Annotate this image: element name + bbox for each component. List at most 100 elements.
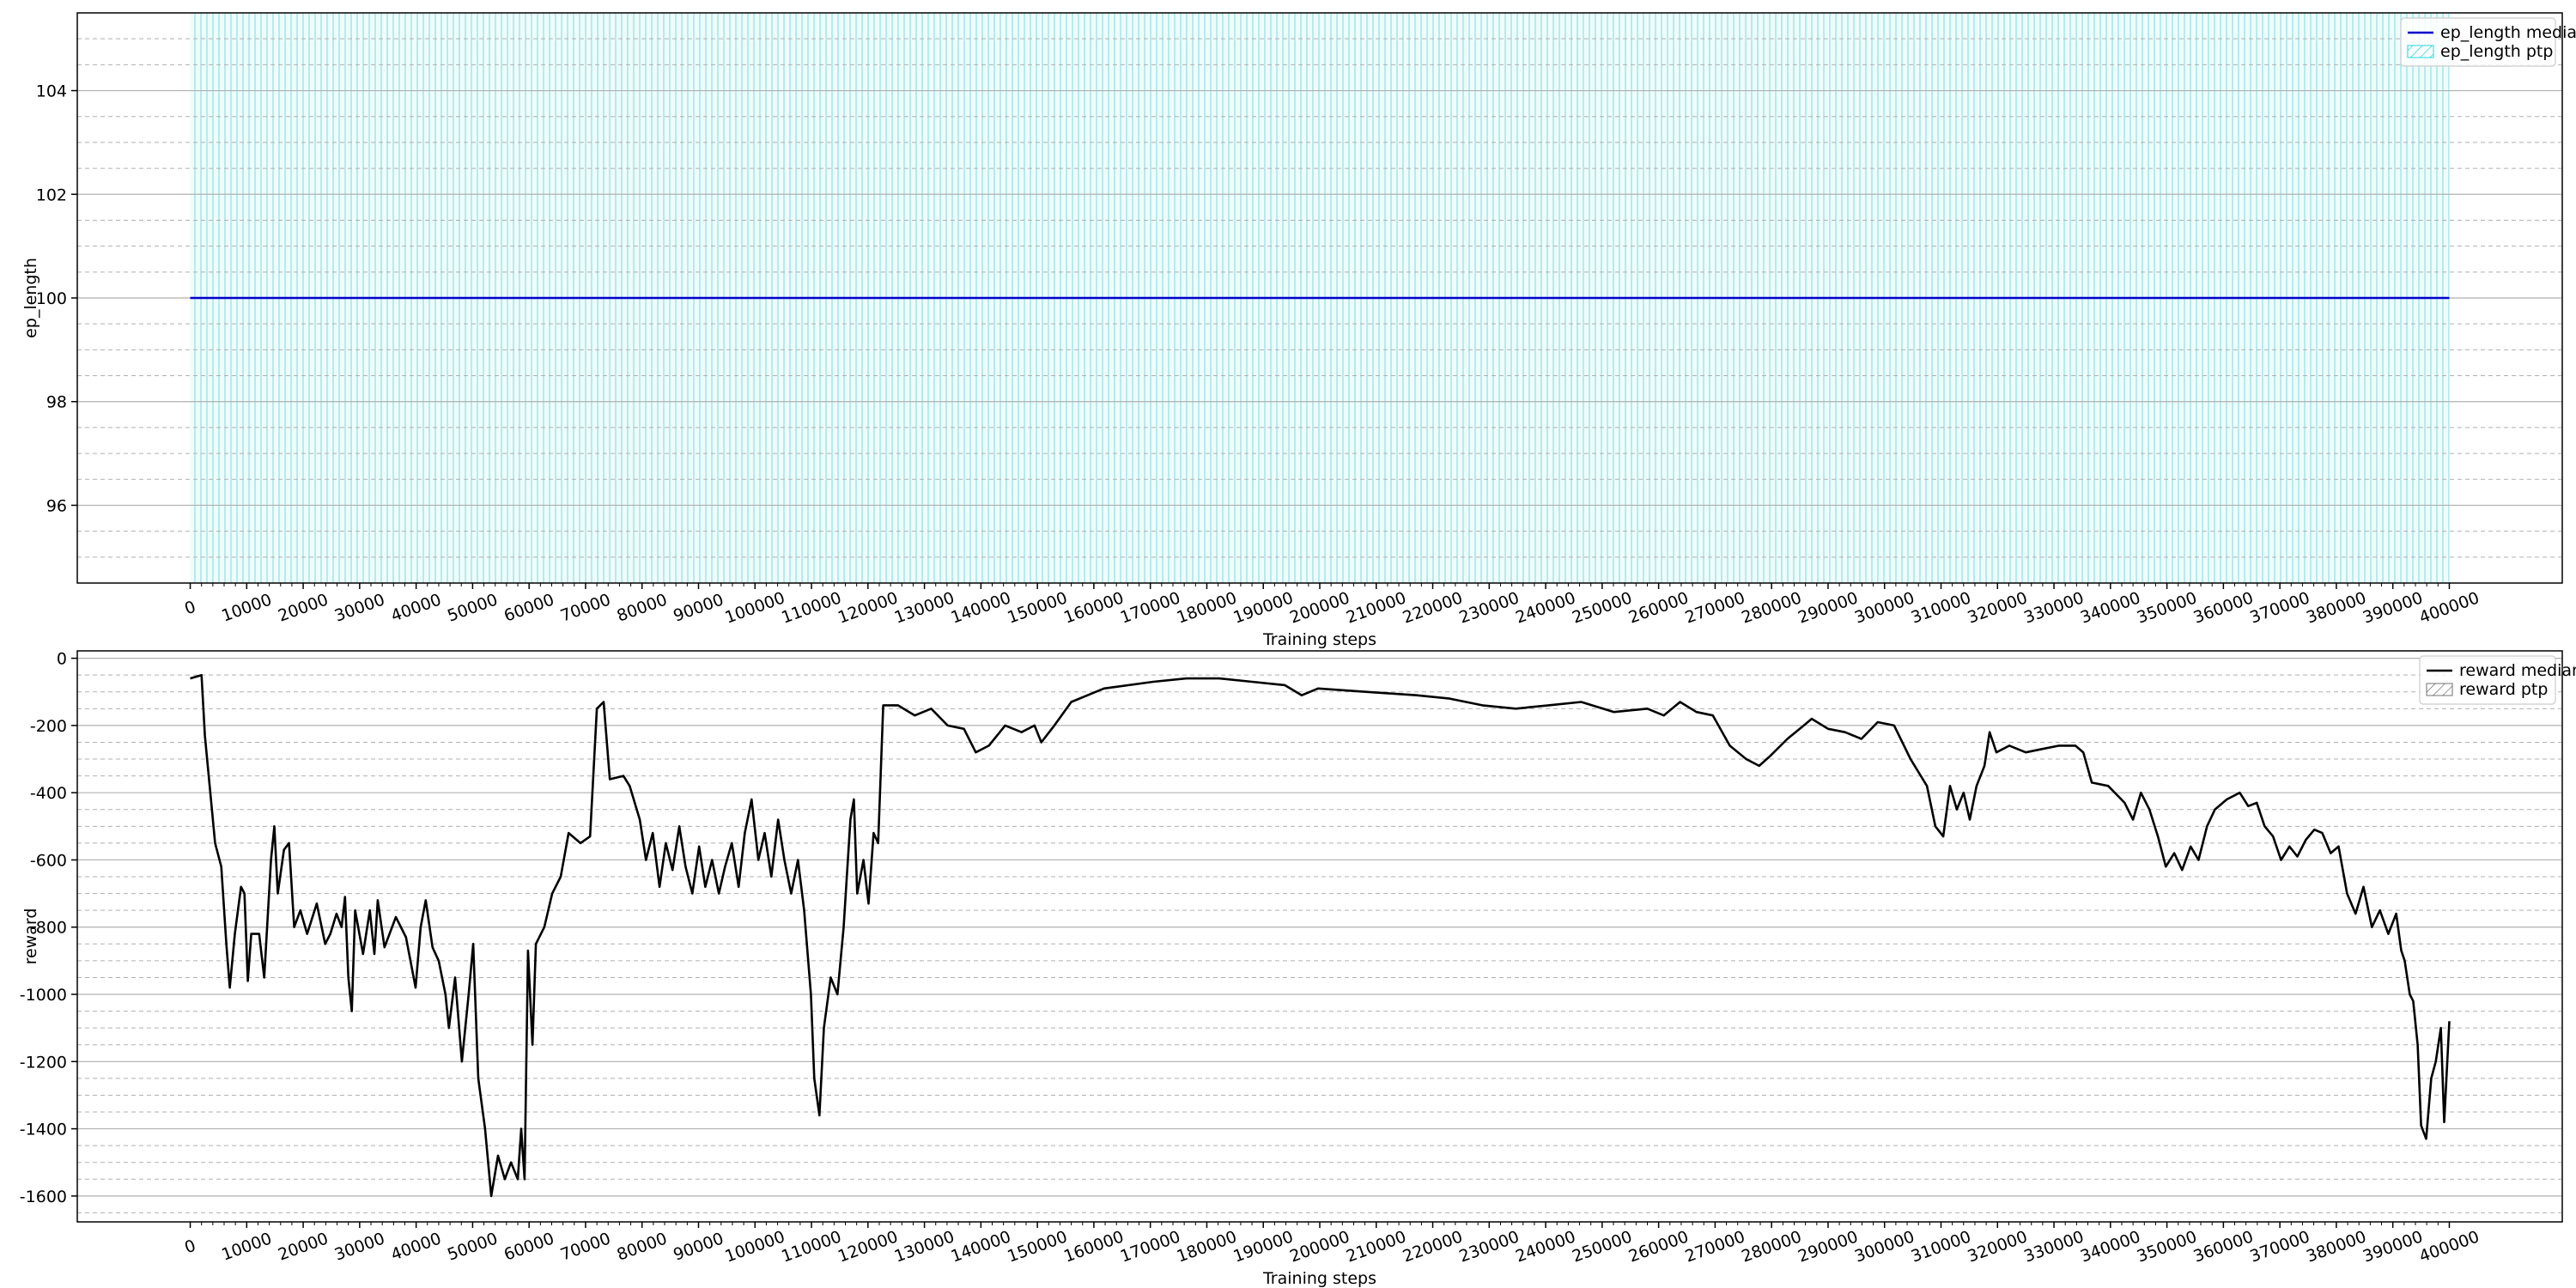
x-tick-label: 160000 xyxy=(1061,1227,1127,1266)
x-tick-label: 380000 xyxy=(2304,588,2369,627)
x-tick-label: 310000 xyxy=(1909,1227,1974,1266)
x-tick-label: 180000 xyxy=(1175,1227,1240,1266)
x-tick-label: 50000 xyxy=(445,1229,500,1264)
x-tick-label: 370000 xyxy=(2247,1227,2312,1266)
legend-label: ep_length ptp xyxy=(2440,42,2553,61)
x-tick-label: 0 xyxy=(182,1236,198,1258)
x-tick-label: 220000 xyxy=(1400,588,1466,627)
x-tick-label: 180000 xyxy=(1175,588,1240,627)
series-line xyxy=(190,673,2451,1198)
x-tick-label: 80000 xyxy=(615,590,670,625)
x-tick-label: 270000 xyxy=(1683,588,1748,627)
x-tick-label: 350000 xyxy=(2135,1227,2200,1266)
x-tick-label: 390000 xyxy=(2360,1227,2426,1266)
x-tick-label: 360000 xyxy=(2191,588,2257,627)
x-tick-label: 190000 xyxy=(1230,588,1296,627)
y-tick-label: 98 xyxy=(46,393,67,412)
y-tick-label: -200 xyxy=(30,717,67,736)
x-tick-label: 140000 xyxy=(949,588,1014,627)
x-tick-label: 340000 xyxy=(2078,1227,2143,1266)
x-tick-label: 40000 xyxy=(388,590,443,625)
x-tick-label: 150000 xyxy=(1005,1227,1070,1266)
x-tick-label: 200000 xyxy=(1287,588,1352,627)
x-tick-label: 300000 xyxy=(1852,1227,1917,1266)
x-tick-label: 100000 xyxy=(722,588,787,627)
x-tick-label: 270000 xyxy=(1683,1227,1748,1266)
legend-box xyxy=(2419,655,2556,705)
legend-label: ep_length median xyxy=(2440,23,2576,42)
x-tick-label: 90000 xyxy=(671,1229,726,1264)
y-tick-label: -1200 xyxy=(20,1053,67,1072)
x-tick-label: 90000 xyxy=(671,590,726,625)
x-tick-label: 330000 xyxy=(2021,588,2087,627)
x-tick-label: 190000 xyxy=(1230,1227,1296,1266)
x-axis-label: Training steps xyxy=(1262,630,1376,649)
legend-hatch xyxy=(2426,683,2453,696)
x-axis-label: Training steps xyxy=(1262,1269,1376,1288)
x-tick-label: 70000 xyxy=(558,590,613,625)
x-tick-label: 0 xyxy=(182,598,198,619)
x-tick-label: 50000 xyxy=(445,590,500,625)
y-tick-label: -1600 xyxy=(20,1188,67,1206)
y-axis-label: reward xyxy=(21,908,40,965)
x-tick-label: 250000 xyxy=(1570,588,1635,627)
x-tick-label: 140000 xyxy=(949,1227,1014,1266)
x-tick-label: 70000 xyxy=(558,1229,613,1264)
axes-frame xyxy=(76,650,2563,1223)
x-tick-label: 60000 xyxy=(501,1229,556,1264)
x-tick-label: 10000 xyxy=(219,1229,274,1264)
x-tick-label: 110000 xyxy=(779,1227,844,1266)
x-tick-label: 380000 xyxy=(2304,1227,2369,1266)
x-tick-label: 40000 xyxy=(388,1229,443,1264)
x-tick-label: 170000 xyxy=(1118,1227,1183,1266)
y-tick-label: -1000 xyxy=(20,986,67,1005)
x-tick-label: 170000 xyxy=(1118,588,1183,627)
x-tick-label: 400000 xyxy=(2417,588,2482,627)
legend-hatch xyxy=(2407,45,2434,58)
x-tick-label: 30000 xyxy=(332,590,387,625)
y-axis-label: ep_length xyxy=(21,258,40,338)
x-tick-label: 100000 xyxy=(722,1227,787,1266)
x-tick-label: 290000 xyxy=(1795,1227,1861,1266)
x-tick-label: 280000 xyxy=(1739,1227,1804,1266)
x-tick-label: 210000 xyxy=(1344,588,1409,627)
x-tick-label: 20000 xyxy=(276,590,331,625)
legend-label: reward median xyxy=(2459,661,2576,680)
x-tick-label: 130000 xyxy=(892,588,957,627)
x-tick-label: 110000 xyxy=(779,588,844,627)
x-tick-label: 250000 xyxy=(1570,1227,1635,1266)
subplot: 96 98 100 102 104 0 10000 20000 30000 40000 50000 6… xyxy=(21,12,2576,649)
x-tick-label: 360000 xyxy=(2191,1227,2257,1266)
y-tick-label: 102 xyxy=(36,185,67,204)
x-tick-label: 80000 xyxy=(615,1229,670,1264)
x-tick-label: 280000 xyxy=(1739,588,1804,627)
x-tick-label: 210000 xyxy=(1344,1227,1409,1266)
x-tick-label: 160000 xyxy=(1061,588,1127,627)
x-tick-label: 20000 xyxy=(276,1229,331,1264)
y-tick-label: -400 xyxy=(30,784,67,803)
x-tick-label: 150000 xyxy=(1005,588,1070,627)
x-tick-label: 290000 xyxy=(1795,588,1861,627)
x-tick-label: 240000 xyxy=(1513,1227,1578,1266)
y-tick-label: -800 xyxy=(30,919,67,938)
legend-box xyxy=(2400,17,2556,67)
x-tick-label: 240000 xyxy=(1513,588,1578,627)
x-tick-label: 390000 xyxy=(2360,588,2426,627)
subplot: -1600 -1400 -1200 -1000 -800 -600 -400 -200 0 0 10… xyxy=(20,650,2576,1288)
y-tick-label: -1400 xyxy=(20,1121,67,1139)
x-tick-label: 320000 xyxy=(1965,588,2030,627)
y-tick-label: 96 xyxy=(46,496,67,515)
x-tick-label: 310000 xyxy=(1909,588,1974,627)
x-tick-label: 300000 xyxy=(1852,588,1917,627)
x-tick-label: 120000 xyxy=(835,1227,901,1266)
x-tick-label: 340000 xyxy=(2078,588,2143,627)
x-tick-label: 230000 xyxy=(1456,1227,1522,1266)
x-tick-label: 230000 xyxy=(1456,588,1522,627)
x-tick-label: 130000 xyxy=(892,1227,957,1266)
x-tick-label: 260000 xyxy=(1626,588,1692,627)
legend-label: reward ptp xyxy=(2459,680,2548,699)
x-tick-label: 370000 xyxy=(2247,588,2312,627)
y-tick-label: 104 xyxy=(36,82,67,101)
x-tick-label: 320000 xyxy=(1965,1227,2030,1266)
